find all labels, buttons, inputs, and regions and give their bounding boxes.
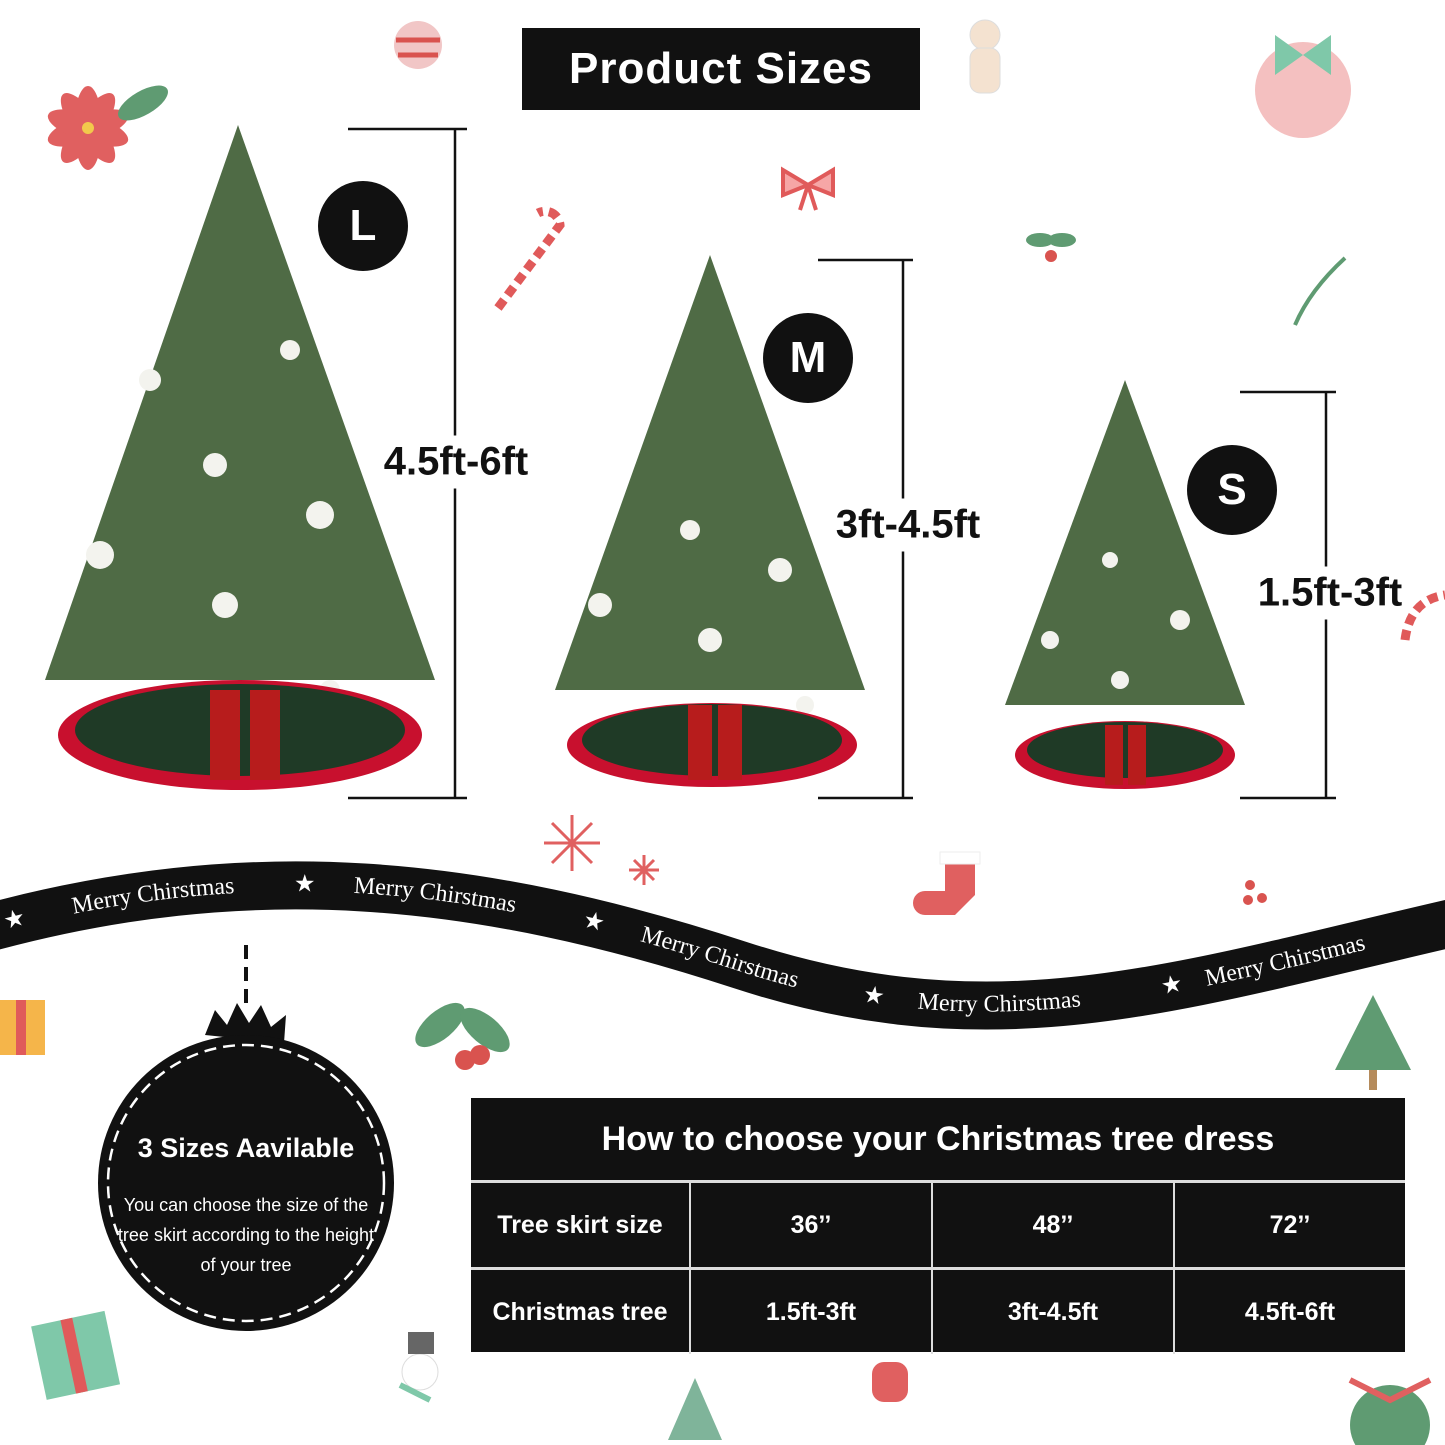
- poinsettia-icon: [47, 85, 168, 170]
- size-table: How to choose your Christmas tree dress …: [471, 1098, 1405, 1354]
- trees: [45, 125, 1336, 800]
- size-badge-large: L: [318, 181, 408, 271]
- candy-cane-icon: [1400, 590, 1445, 641]
- table-row: Tree skirt size 36’’ 48’’ 72’’: [471, 1183, 1405, 1267]
- stocking-icon: [913, 851, 981, 915]
- size-badge-medium: M: [763, 313, 853, 403]
- height-label-large: 4.5ft-6ft: [383, 435, 529, 489]
- gingerbread-icon: [969, 19, 1001, 94]
- height-measure-lines: [348, 127, 1336, 800]
- table-cell: 1.5ft-3ft: [689, 1270, 931, 1354]
- tree-large: [45, 125, 435, 790]
- tree-medium: [555, 255, 865, 787]
- branch-icon: [1293, 256, 1347, 326]
- snowman-icon: [398, 1332, 439, 1403]
- svg-text:★: ★: [294, 871, 316, 897]
- gift-bauble-icon: [1255, 35, 1351, 138]
- bow-icon: [781, 166, 835, 211]
- table-cell: 3ft-4.5ft: [931, 1270, 1173, 1354]
- small-tree-icon: [1335, 995, 1411, 1090]
- size-badge-small: S: [1187, 445, 1277, 535]
- ribbon-star-icon: ★: [861, 981, 886, 1010]
- table-cell: 36’’: [689, 1183, 931, 1267]
- candy-cane-icon: [494, 206, 565, 311]
- height-label-small: 1.5ft-3ft: [1257, 566, 1403, 620]
- tree-small: [1005, 380, 1245, 789]
- bauble-icon: [394, 21, 442, 69]
- pine-topper-icon: [205, 1003, 286, 1043]
- row-label: Tree skirt size: [497, 1210, 663, 1239]
- ribbon-star-icon: ★: [1159, 970, 1185, 999]
- svg-text:★: ★: [1159, 970, 1185, 999]
- table-row: Christmas tree 1.5ft-3ft 3ft-4.5ft 4.5ft…: [471, 1267, 1405, 1354]
- ornament-title: 3 Sizes Aavilable: [137, 1133, 355, 1163]
- table-cell: 72’’: [1173, 1183, 1405, 1267]
- bauble-icon: [1348, 1377, 1432, 1445]
- ornament-badge: [98, 1003, 394, 1331]
- small-tree-icon: [668, 1378, 722, 1440]
- svg-text:Merry Chirstmas: Merry Chirstmas: [917, 986, 1082, 1017]
- table-cell: 48’’: [931, 1183, 1173, 1267]
- gift-icon: [0, 1000, 45, 1055]
- height-label-medium: 3ft-4.5ft: [835, 498, 981, 552]
- gift-icon: [31, 1310, 121, 1400]
- ribbon-text: Merry Chirstmas: [917, 986, 1082, 1017]
- page-title: Product Sizes: [522, 28, 920, 110]
- table-cell: 4.5ft-6ft: [1173, 1270, 1405, 1354]
- ornament-description: You can choose the size of the tree skir…: [117, 1195, 375, 1275]
- snowflake-icon: [544, 815, 659, 885]
- row-label: Christmas tree: [492, 1297, 668, 1326]
- berries-icon: [1243, 880, 1267, 905]
- svg-text:★: ★: [861, 981, 886, 1010]
- holly-icon: [1026, 233, 1076, 262]
- ribbon-star-icon: ★: [294, 871, 316, 897]
- table-heading: How to choose your Christmas tree dress: [471, 1098, 1405, 1183]
- mitten-icon: [872, 1362, 908, 1402]
- holly-icon: [415, 1002, 510, 1070]
